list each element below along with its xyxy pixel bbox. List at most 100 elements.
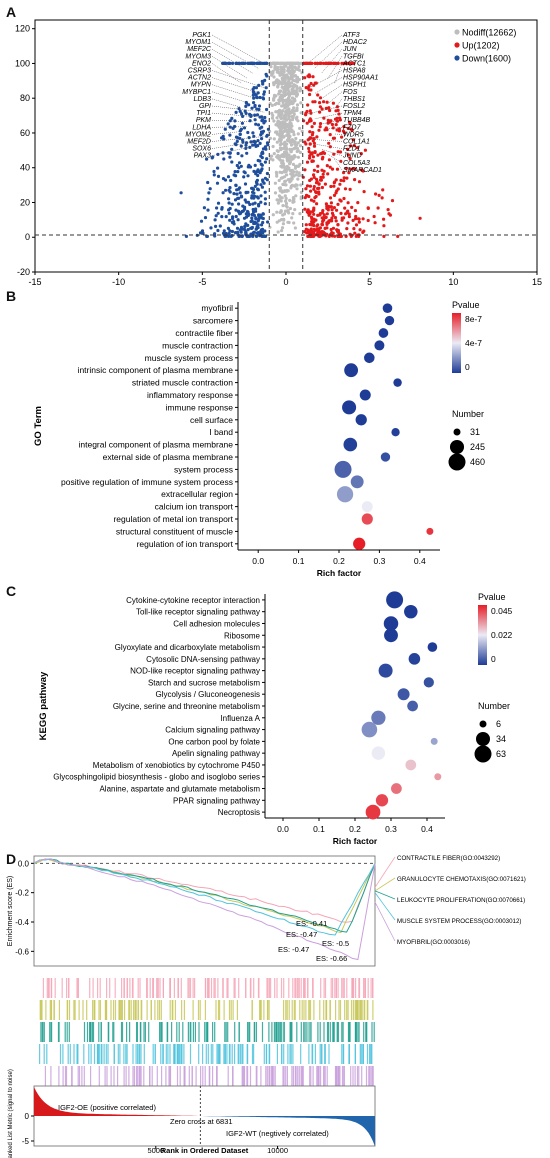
volcano-point xyxy=(282,93,286,97)
term-bubble xyxy=(397,688,410,701)
es-value-label: ES: -0.41 xyxy=(296,919,327,928)
hit-mark xyxy=(46,1044,48,1064)
volcano-point xyxy=(287,131,291,136)
volcano-point xyxy=(252,187,256,191)
volcano-point xyxy=(396,234,400,238)
volcano-point xyxy=(307,150,311,154)
volcano-point xyxy=(294,136,298,141)
volcano-point xyxy=(271,61,275,65)
volcano-point xyxy=(316,223,320,227)
volcano-point xyxy=(207,191,211,195)
legend-connector xyxy=(374,890,396,900)
volcano-point xyxy=(288,198,292,202)
hit-mark xyxy=(286,1066,288,1086)
hit-mark xyxy=(121,1000,123,1020)
volcano-point xyxy=(239,230,243,234)
volcano-point xyxy=(363,148,367,152)
hit-mark xyxy=(77,1044,79,1064)
hit-mark xyxy=(130,1000,132,1020)
volcano-point xyxy=(346,201,350,205)
hit-mark xyxy=(176,1022,178,1042)
volcano-point xyxy=(287,153,291,157)
volcano-point xyxy=(316,186,320,191)
hit-mark xyxy=(294,1066,296,1086)
volcano-point xyxy=(262,92,266,96)
term-bubble xyxy=(342,400,357,415)
volcano-point xyxy=(206,180,210,185)
term-label: immune response xyxy=(165,402,233,412)
up-gene-label: THBS1 xyxy=(343,96,366,103)
hit-mark xyxy=(49,1022,51,1042)
colorbar xyxy=(478,605,487,665)
volcano-point xyxy=(259,194,263,198)
volcano-point xyxy=(332,206,336,210)
volcano-point xyxy=(251,131,255,135)
volcano-point xyxy=(345,227,349,231)
hit-mark xyxy=(78,1066,81,1086)
hit-mark xyxy=(247,1066,249,1086)
volcano-point xyxy=(342,196,346,201)
hit-mark xyxy=(188,1066,190,1086)
size-legend-bubble xyxy=(474,745,492,763)
hit-mark xyxy=(160,1022,162,1042)
volcano-point xyxy=(342,179,346,183)
term-bubble xyxy=(350,475,364,489)
label-leader xyxy=(334,63,343,84)
volcano-point xyxy=(270,103,274,107)
term-bubble xyxy=(378,328,389,338)
volcano-point xyxy=(299,111,303,115)
label-leader xyxy=(211,34,265,64)
hit-mark xyxy=(354,1044,356,1064)
volcano-point xyxy=(366,218,370,223)
hit-mark xyxy=(323,1022,325,1042)
volcano-point xyxy=(336,61,340,65)
volcano-point xyxy=(220,206,224,210)
volcano-point xyxy=(210,156,214,160)
volcano-point xyxy=(285,173,289,177)
hit-mark xyxy=(285,1000,287,1020)
volcano-point xyxy=(232,192,236,196)
volcano-point xyxy=(238,132,242,136)
volcano-point xyxy=(285,133,289,137)
term-label: Cytokine-cytokine receptor interaction xyxy=(126,596,260,605)
volcano-point xyxy=(261,129,266,133)
volcano-point xyxy=(272,137,276,141)
hit-mark xyxy=(372,1066,374,1086)
volcano-point xyxy=(242,175,246,179)
volcano-point xyxy=(316,93,320,97)
term-label: sarcomere xyxy=(193,316,233,326)
hit-mark xyxy=(265,1044,268,1064)
volcano-point xyxy=(227,61,231,65)
volcano-point xyxy=(270,116,275,120)
hit-mark xyxy=(126,978,128,998)
volcano-point xyxy=(318,101,322,105)
volcano-point xyxy=(212,173,216,177)
label-leader xyxy=(211,91,247,103)
hit-mark xyxy=(126,1044,128,1064)
hit-mark xyxy=(156,1066,158,1086)
hit-mark xyxy=(136,1022,138,1042)
volcano-point xyxy=(321,150,325,154)
label-leader xyxy=(211,70,265,89)
volcano-point xyxy=(318,105,322,109)
term-bubble xyxy=(405,759,417,771)
volcano-point xyxy=(228,151,232,155)
term-label: myofibril xyxy=(201,303,233,313)
volcano-point xyxy=(313,150,317,154)
hit-mark xyxy=(217,1000,220,1020)
term-bubble xyxy=(391,783,402,794)
hit-mark xyxy=(146,978,148,998)
volcano-point xyxy=(287,101,292,105)
volcano-point xyxy=(284,86,288,91)
volcano-point xyxy=(245,151,249,155)
volcano-point xyxy=(348,187,352,191)
volcano-point xyxy=(356,201,360,205)
volcano-point xyxy=(309,189,313,193)
volcano-point xyxy=(334,123,338,127)
volcano-point xyxy=(240,121,244,125)
hit-mark xyxy=(126,1022,128,1042)
term-bubble xyxy=(386,591,404,609)
hit-mark xyxy=(152,1044,154,1064)
up-gene-label: FOS xyxy=(343,89,358,96)
volcano-point xyxy=(362,190,366,194)
